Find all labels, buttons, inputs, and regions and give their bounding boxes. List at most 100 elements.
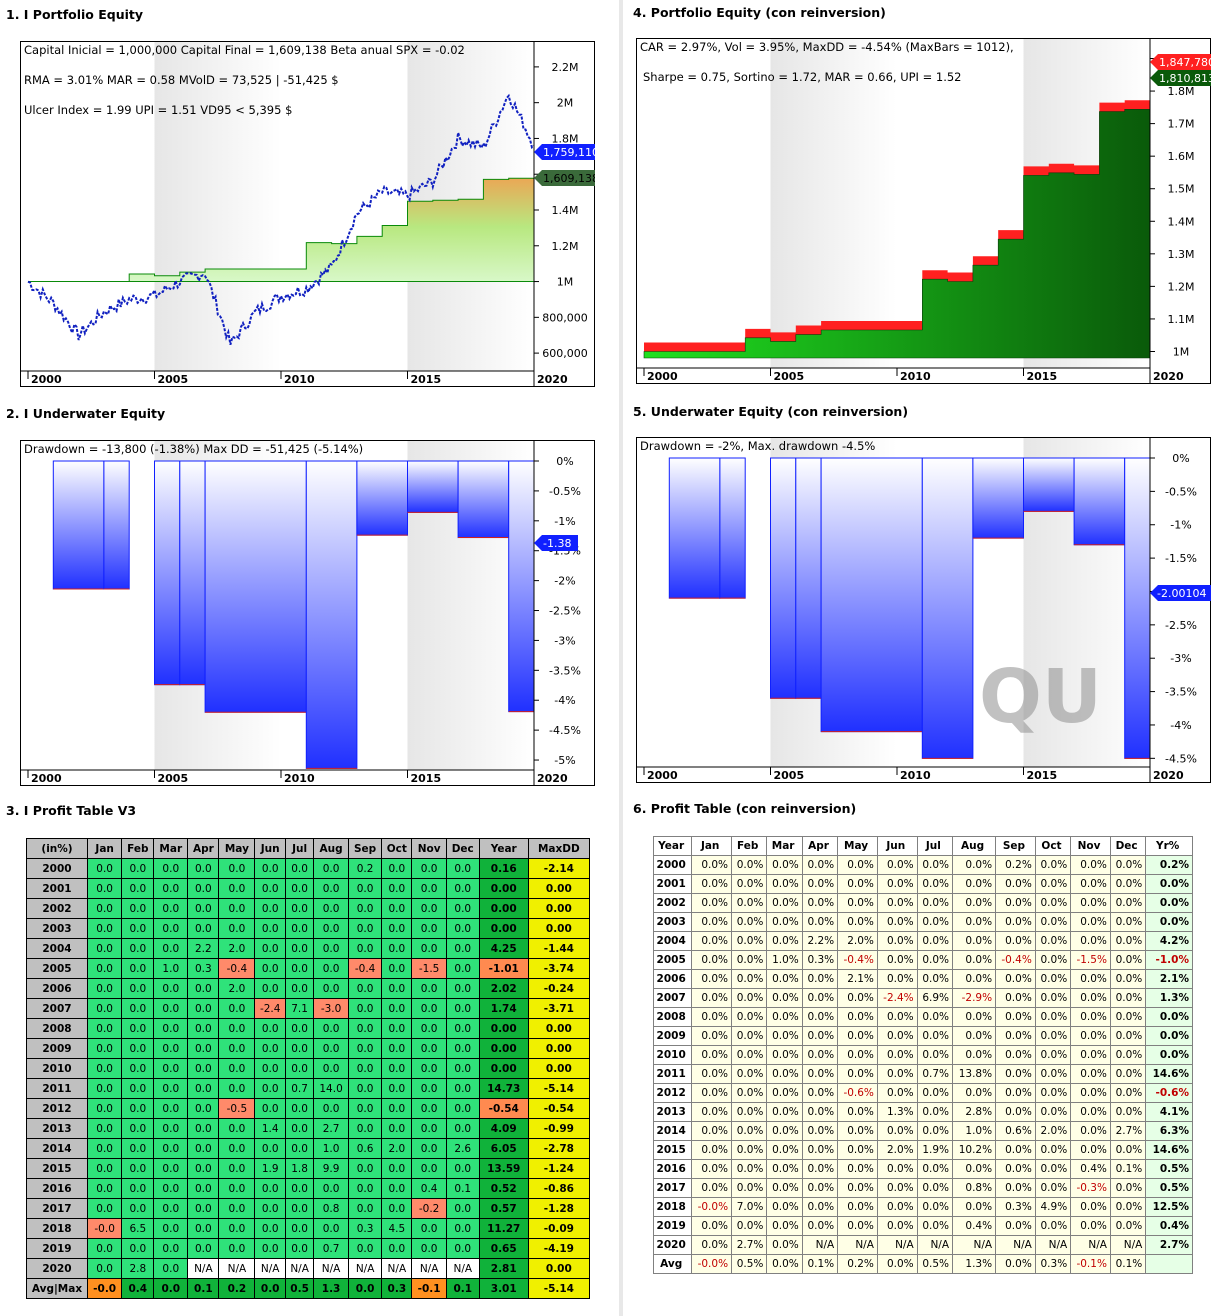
table-row: 2006 0.0 0.0 0.0 0.0 2.0 0.0 0.0 0.0 0.0 0.0 0.0 0.0… [26,978,591,999]
table-cell: 0.0 [254,958,287,979]
column-header: Nov [411,838,447,859]
value-badge-blue-label: -1.38 [543,537,571,550]
table-cell: 7.0% [731,1197,768,1217]
table-cell: 0.0 [86,1118,123,1139]
table-cell: 0.0% [1145,912,1193,932]
table-cell: 0.0% [801,1102,839,1122]
y-tick-label: 0% [1172,452,1189,465]
table-cell: 0.0 [381,958,413,979]
table-cell: 2009 [26,1038,88,1059]
value-badge-green-label: 1,609,138 [543,172,595,185]
table-cell: 0.0% [1070,1121,1111,1141]
y-tick-label: 800,000 [542,311,588,324]
x-tick-label: 2005 [774,769,805,782]
table-cell: N/A [313,1258,350,1279]
table-cell: 0.0% [1070,855,1111,875]
table-cell: 0.0 [121,1018,155,1039]
table-cell: -0.4% [995,950,1036,970]
table-row: 2003 0.0 0.0 0.0 0.0 0.0 0.0 0.0 0.0 0.0 0.0 0.0 0.0… [26,918,591,939]
table-cell: 0.0% [837,912,878,932]
table-cell: 0.0 [86,1038,123,1059]
table-cell: 0.0% [1034,1064,1072,1084]
table-cell: 0.0 [121,1078,155,1099]
table-cell: 0.0% [995,1140,1036,1160]
table-cell: 0.0% [691,1140,733,1160]
table-cell: 14.6% [1145,1140,1193,1160]
table-cell: N/A [411,1258,447,1279]
table-cell: 0.0% [691,1159,733,1179]
table-cell: 0.0 [153,1238,189,1259]
table-cell: 0.0 [411,1138,447,1159]
drawdown-bar [52,460,105,590]
panel-title-underwater-equity: 2. I Underwater Equity [6,406,166,421]
table-cell: 0.0 [411,1158,447,1179]
table-cell: -0.3% [1070,1178,1111,1198]
table-cell: 0.0% [995,893,1036,913]
table-cell: 0.0% [1070,912,1111,932]
table-cell: 0.0 [254,1098,287,1119]
table-cell: 0.0% [876,1254,918,1274]
drawdown-bar [820,457,923,733]
table-cell: 0.0 [218,1078,256,1099]
table-cell: 0.0% [876,1064,918,1084]
table-cell: 0.0% [766,1064,803,1084]
table-cell: 0.00 [527,918,591,939]
table-cell: 0.0 [254,1038,287,1059]
table-cell: 1.0 [313,1138,350,1159]
table-cell: 0.0% [1109,912,1147,932]
table-cell: 0.0 [153,978,189,999]
table-cell: 0.8% [952,1178,997,1198]
table-cell: 0.0 [313,878,350,899]
table-cell: 0.0% [995,912,1036,932]
table-cell: 0.0 [285,1018,315,1039]
table-cell: 0.0% [952,1197,997,1217]
table-cell: 0.0% [1109,988,1147,1008]
table-cell: 0.0 [187,1198,220,1219]
column-header: Dec [445,838,480,859]
table-cell: 0.00 [478,898,529,919]
table-cell: 0.0 [348,1178,383,1199]
table-cell: 2.81 [478,1258,529,1279]
table-cell: 0.0% [837,893,878,913]
table-cell: 0.0 [348,1018,383,1039]
column-header: Sep [995,836,1036,856]
table-cell: 0.0 [86,1058,123,1079]
table-cell: -2.4% [876,988,918,1008]
table-cell: 2008 [26,1018,88,1039]
table-cell: 0.0 [445,1018,480,1039]
table-cell: 0.0 [381,918,413,939]
column-header: Oct [1034,836,1072,856]
table-header-row: Year Jan Feb Mar Apr May Jun Jul Aug Sep Oct Nov Dec… [652,836,1193,856]
table-cell: 0.0% [1070,1007,1111,1027]
table-cell: 4.2% [1145,931,1193,951]
table-cell: 0.0% [766,874,803,894]
table-cell: 0.0 [254,1178,287,1199]
table-cell: 0.0% [1070,1216,1111,1236]
table-row: 2006 0.0% 0.0% 0.0% 0.0% 2.1% 0.0% 0.0% 0.0% 0.0%… [652,969,1193,989]
table-cell: 0.0% [837,1045,878,1065]
table-cell: 0.0% [876,1216,918,1236]
table-cell: 0.0 [381,1238,413,1259]
table-cell: 0.0% [876,950,918,970]
table-cell: 0.0 [445,918,480,939]
table-cell: 0.0 [445,978,480,999]
table-cell: 0.0% [731,1140,768,1160]
table-cell: 0.0 [381,858,413,879]
y-tick-label: -3% [554,634,575,647]
table-cell: N/A [995,1235,1036,1255]
table-cell: 0.1 [445,1178,480,1199]
table-cell: 0.4% [1070,1159,1111,1179]
table-cell: 0.0 [218,858,256,879]
panel-title-profit-table: 3. I Profit Table V3 [6,803,137,818]
table-cell: 0.0% [1070,969,1111,989]
table-cell: 0.0 [86,1158,123,1179]
table-cell: 0.0% [766,1102,803,1122]
table-cell: 0.0% [1109,1026,1147,1046]
table-cell: 0.0% [731,1007,768,1027]
table-cell: 0.0% [731,855,768,875]
x-tick-label: 2015 [411,373,442,386]
table-cell: 0.0 [411,878,447,899]
table-cell: N/A [218,1258,256,1279]
table-cell: 0.0% [1034,1216,1072,1236]
table-row: 2009 0.0 0.0 0.0 0.0 0.0 0.0 0.0 0.0 0.0 0.0 0.0 0.0… [26,1038,591,1059]
